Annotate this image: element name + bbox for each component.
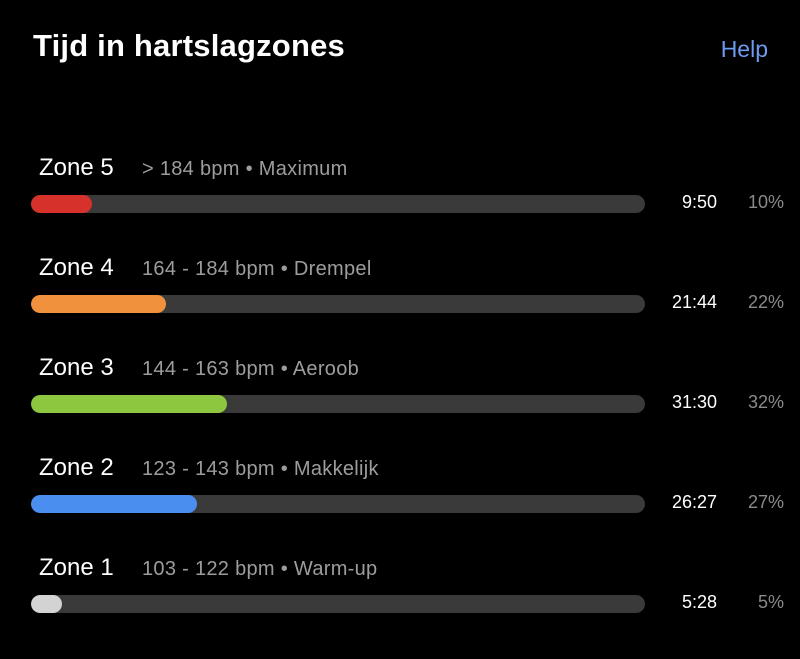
zone-progress-track: [31, 595, 645, 613]
zone-progress-fill: [31, 395, 228, 413]
zone-time: 26:27: [671, 492, 717, 512]
zone-time: 21:44: [671, 292, 717, 312]
zone-label: Zone 3: [39, 354, 114, 381]
zone-time: 9:50: [681, 192, 717, 212]
zone-label: Zone 1: [39, 554, 114, 581]
zone-row-1: Zone 1 103 - 122 bpm • Warm-up 5:28 5%: [0, 554, 800, 624]
zone-description: 144 - 163 bpm • Aeroob: [142, 358, 360, 380]
zone-description: > 184 bpm • Maximum: [142, 158, 348, 180]
zone-progress-fill: [31, 595, 62, 613]
zone-progress-fill: [31, 295, 167, 313]
zone-progress-track: [31, 495, 645, 513]
help-link[interactable]: Help: [720, 36, 768, 62]
zone-description: 103 - 122 bpm • Warm-up: [142, 558, 378, 580]
zone-description: 164 - 184 bpm • Drempel: [142, 258, 372, 280]
zone-progress-fill: [31, 195, 93, 213]
zone-percent: 5%: [757, 592, 784, 612]
zone-progress-track: [31, 295, 645, 313]
zone-row-2: Zone 2 123 - 143 bpm • Makkelijk 26:27 2…: [0, 454, 800, 524]
zone-time: 5:28: [681, 592, 717, 612]
zone-percent: 10%: [747, 192, 784, 212]
zone-row-5: Zone 5 > 184 bpm • Maximum 9:50 10%: [0, 154, 800, 224]
zone-percent: 27%: [747, 492, 784, 512]
zone-row-4: Zone 4 164 - 184 bpm • Drempel 21:44 22%: [0, 254, 800, 324]
zone-description: 123 - 143 bpm • Makkelijk: [142, 458, 379, 480]
zone-progress-track: [31, 395, 645, 413]
zone-time: 31:30: [671, 392, 717, 412]
zone-progress-track: [31, 195, 645, 213]
zone-label: Zone 5: [39, 154, 114, 181]
page-title: Tijd in hartslagzones: [33, 28, 345, 63]
zone-label: Zone 2: [39, 454, 114, 481]
zone-progress-fill: [31, 495, 197, 513]
zone-percent: 22%: [747, 292, 784, 312]
zone-percent: 32%: [747, 392, 784, 412]
zone-row-3: Zone 3 144 - 163 bpm • Aeroob 31:30 32%: [0, 354, 800, 424]
zone-label: Zone 4: [39, 254, 114, 281]
